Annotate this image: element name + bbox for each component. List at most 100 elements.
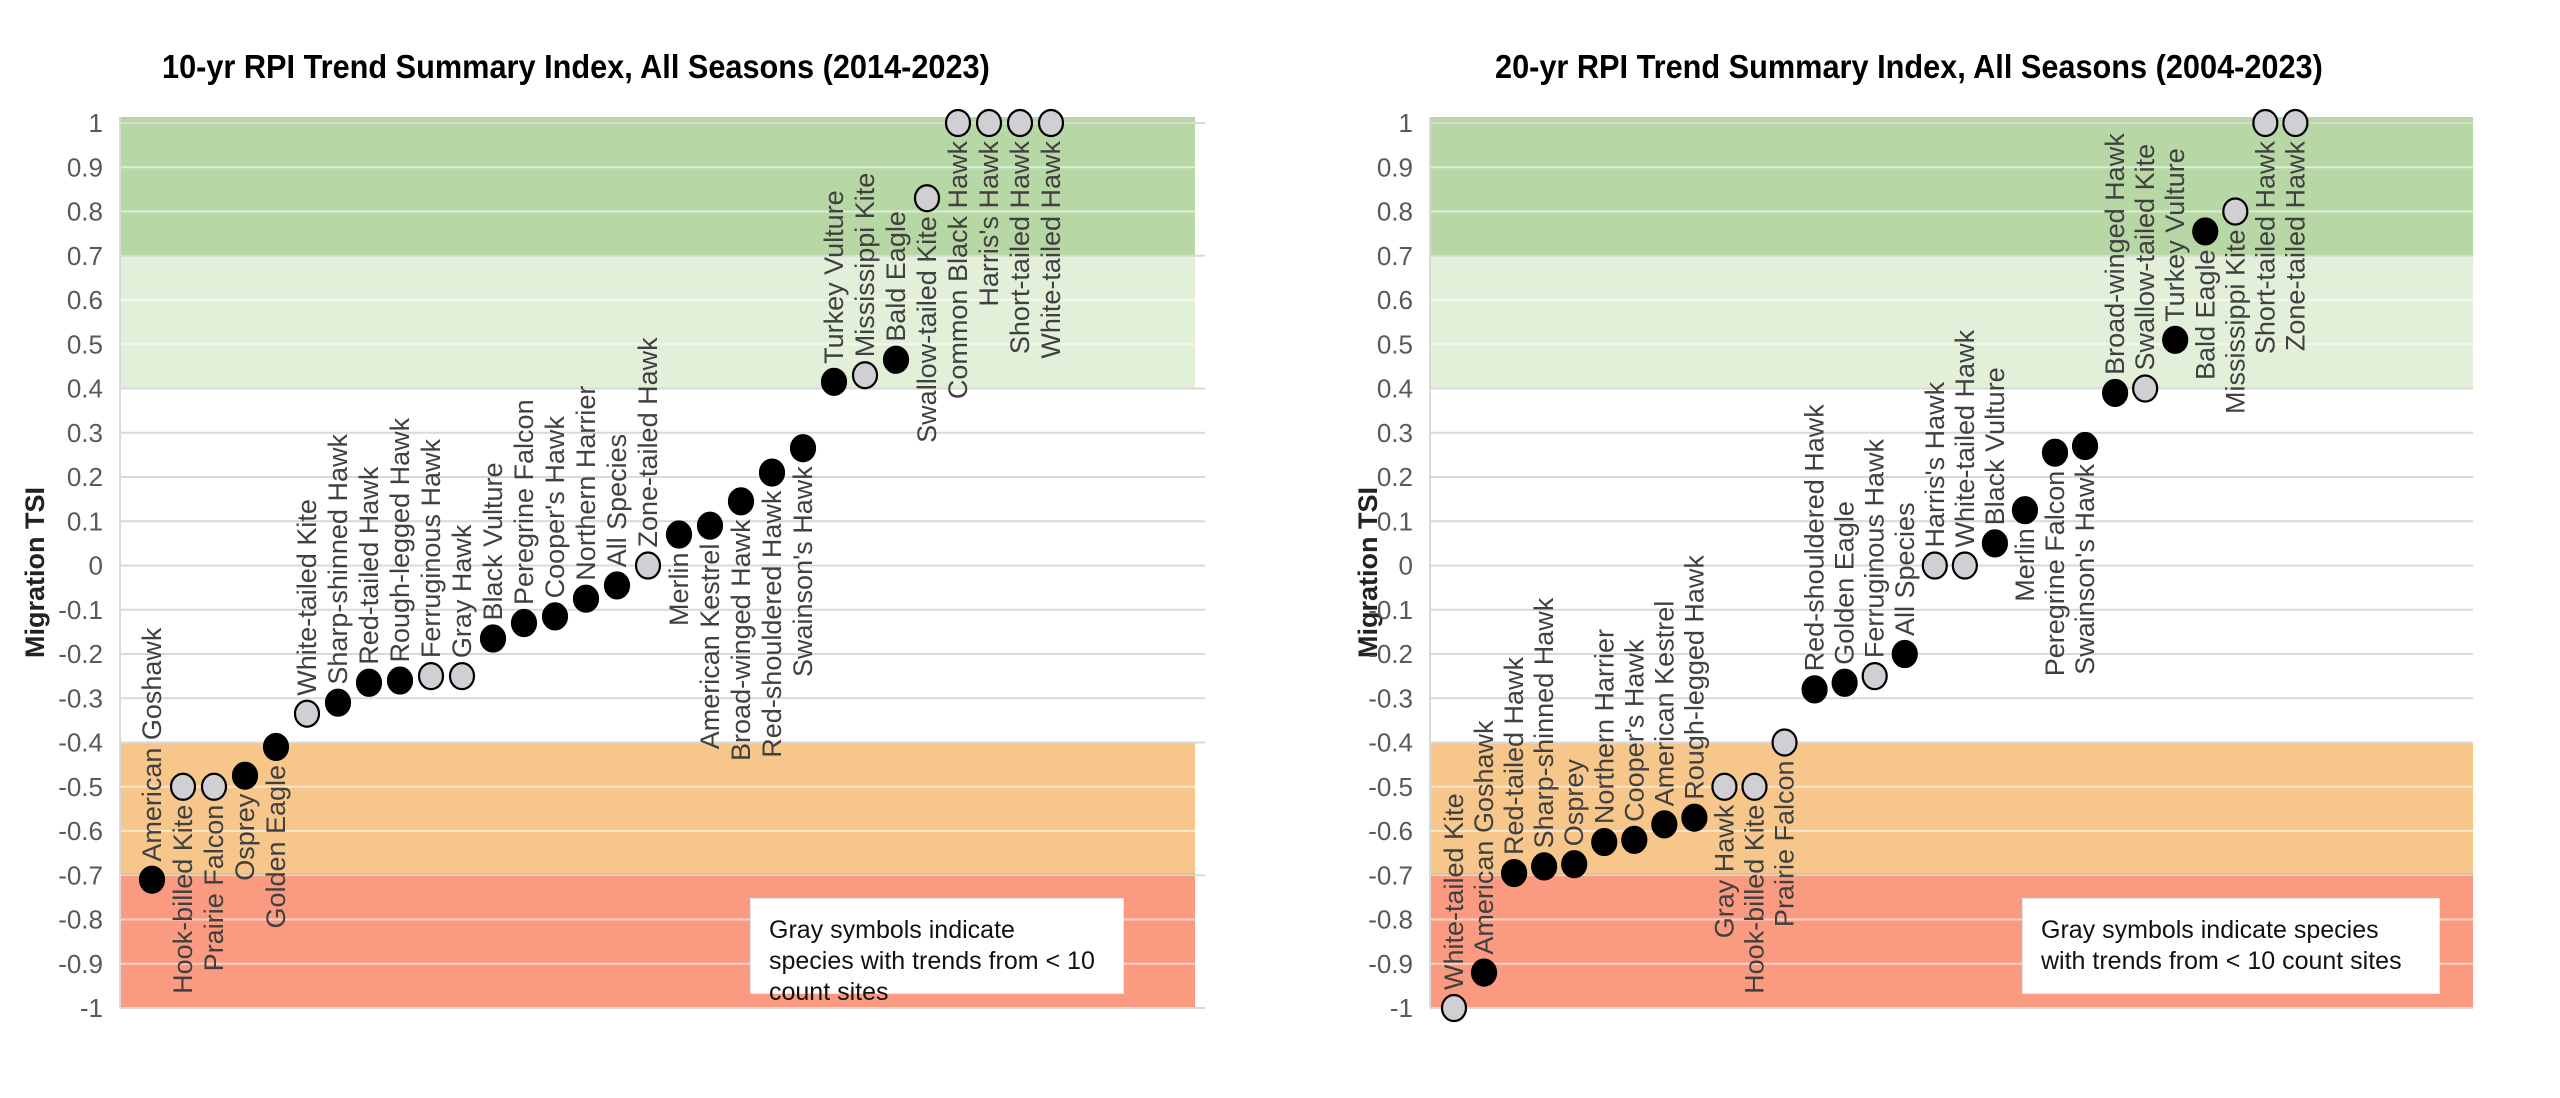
data-point-common-black-hawk: Common Black Hawk [943,108,973,399]
data-point-short-tailed-hawk: Short-tailed Hawk [1005,108,1035,354]
point-label: Prairie Falcon [199,805,229,972]
gray-symbol-note: Gray symbols indicate species with trend… [2022,898,2440,994]
data-point-short-tailed-hawk: Short-tailed Hawk [2250,108,2280,354]
data-point-harris-s-hawk: Harris's Hawk [1920,381,1950,580]
gray-marker [293,699,321,728]
gray-marker [169,772,197,801]
point-label: Black Vulture [478,462,508,620]
y-tick-label: 1 [1399,108,1413,138]
y-tick-label: -0.8 [58,905,103,935]
black-marker [882,345,910,374]
y-tick-label: 0.1 [1377,506,1413,536]
point-label: Northern Harrier [1589,629,1619,824]
point-label: Swallow-tailed Kite [2130,144,2160,371]
black-marker [1591,827,1618,857]
data-point-hook-billed-kite: Hook-billed Kite [168,772,198,994]
data-point-mississippi-kite: Mississippi Kite [850,173,880,390]
black-marker [2011,496,2039,525]
y-tick-label: 0.4 [67,374,103,404]
plot-area: 1 0.9 0.8 0.7 0.6 0.5 0.4 0.3 0.2 0.1 0 -0.1 -0.2 -0.… [58,108,1205,1023]
black-marker [820,367,848,396]
black-marker [386,666,414,695]
point-label: Peregrine Falcon [509,399,539,605]
y-tick-label: -0.6 [58,816,103,846]
chart-10yr: 10-yr RPI Trend Summary Index, All Seaso… [20,48,1205,1023]
black-marker [324,688,352,717]
y-tick-label: -0.2 [1368,639,1413,669]
data-point-merlin: Merlin [664,520,694,626]
data-point-black-vulture: Black Vulture [1980,367,2010,558]
black-marker [1681,803,1708,832]
band-band-moderate-increase [1430,255,2473,389]
data-point-gray-hawk: Gray Hawk [1709,772,1739,938]
data-point-golden-eagle: Golden Eagle [261,732,291,929]
point-label: Northern Harrier [571,386,601,581]
black-marker [355,668,383,697]
data-point-golden-eagle: Golden Eagle [1830,501,1860,697]
y-tick-label: -0.8 [1368,905,1413,935]
black-marker [510,608,538,638]
y-tick-label: -0.9 [58,949,103,979]
black-marker [541,602,569,631]
y-tick-label: 0.4 [1377,374,1413,404]
point-label: Hook-billed Kite [168,805,198,994]
y-tick-label: -0.2 [58,639,103,669]
point-label: All Species [1890,502,1920,636]
black-marker [138,865,166,894]
point-label: Black Vulture [1980,367,2010,525]
chart-title: 20-yr RPI Trend Summary Index, All Seaso… [1495,48,2323,85]
gray-marker [634,551,662,580]
black-marker [1831,668,1858,697]
point-label: Broad-winged Hawk [2100,133,2130,375]
y-tick-label: -1 [1390,993,1413,1023]
data-point-peregrine-falcon: Peregrine Falcon [2040,438,2070,677]
point-label: Broad-winged Hawk [726,519,756,761]
point-label: Mississippi Kite [2220,230,2250,415]
band-band-moderate-increase [120,255,1195,389]
data-point-hook-billed-kite: Hook-billed Kite [1740,772,1770,994]
point-label: Ferruginous Hawk [1860,439,1890,659]
point-label: Mississippi Kite [850,173,880,358]
chart-20yr: 20-yr RPI Trend Summary Index, All Seaso… [1280,0,2560,1098]
gray-symbol-note: Gray symbols indicate species with trend… [750,898,1124,1006]
point-label: White-tailed Kite [292,499,322,696]
point-label: Swainson's Hawk [788,466,818,677]
data-point-black-vulture: Black Vulture [478,462,508,653]
point-label: Peregrine Falcon [2040,471,2070,677]
data-point-red-shouldered-hawk: Red-shouldered Hawk [1800,404,1830,704]
point-label: Gray Hawk [447,524,477,658]
black-marker [2162,325,2189,354]
band-band-moderate-decrease [120,742,1195,876]
point-label: Rough-legged Hawk [1679,555,1709,800]
point-label: Prairie Falcon [1770,761,1800,928]
data-point-broad-winged-hawk: Broad-winged Hawk [2100,133,2130,408]
y-tick-label: 0.3 [1377,418,1413,448]
y-tick-label: -0.3 [1368,683,1413,713]
data-point-swallow-tailed-kite: Swallow-tailed Kite [912,184,942,443]
y-tick-label: 0.1 [67,506,103,536]
point-label: Sharp-shinned Hawk [323,434,353,685]
point-label: Bald Eagle [881,211,911,342]
black-marker [1981,529,2009,558]
point-label: Cooper's Hawk [540,416,570,599]
data-point-prairie-falcon: Prairie Falcon [1770,728,1800,928]
y-tick-label: -0.1 [58,595,103,625]
data-point-gray-hawk: Gray Hawk [447,524,477,691]
point-label: Red-tailed Hawk [354,466,384,665]
data-point-swainson-s-hawk: Swainson's Hawk [788,434,818,677]
data-point-broad-winged-hawk: Broad-winged Hawk [726,487,756,761]
data-point-white-tailed-kite: White-tailed Kite [292,499,322,728]
black-marker [572,584,600,613]
gray-marker [1741,772,1768,801]
gray-marker [200,772,228,801]
gray-marker [1771,728,1798,757]
y-tick-label: -0.4 [58,728,103,758]
black-marker [1470,958,1498,987]
y-tick-label: 0 [1399,551,1413,581]
black-marker [1891,639,1918,669]
black-marker [1621,825,1648,854]
y-tick-label: 0.6 [67,285,103,315]
point-label: Red-shouldered Hawk [757,490,787,758]
gray-marker [1861,662,1888,691]
point-label: Golden Eagle [1830,501,1860,665]
